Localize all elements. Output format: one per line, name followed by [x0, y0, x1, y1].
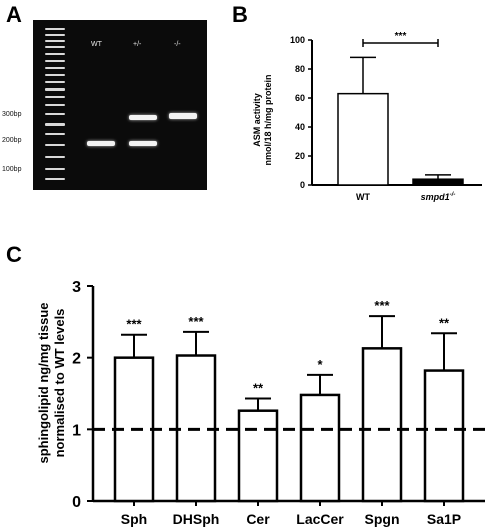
ladder-band	[45, 104, 65, 106]
significance-label: **	[439, 315, 450, 330]
x-tick-label-smpd1-superscript: -/-	[450, 192, 456, 198]
ladder-band	[45, 133, 65, 135]
y-tick-label: 1	[72, 422, 81, 439]
x-tick-label: Spgn	[365, 511, 400, 527]
y-axis-title-line-1: ASM activity	[252, 93, 262, 147]
ladder-band	[45, 156, 65, 158]
x-tick-label: LacCer	[296, 511, 344, 527]
bp-label-300: 300bp	[2, 111, 22, 118]
bar	[361, 347, 403, 503]
significance-label: **	[253, 381, 264, 396]
bar	[237, 409, 279, 503]
significance-label: ***	[126, 317, 142, 332]
y-tick-label: 80	[295, 64, 305, 74]
plot-area: 0 20 40 60 80 100 ***	[290, 31, 482, 190]
y-axis-title-line-2: normalised to WT levels	[52, 309, 67, 458]
bar	[299, 393, 341, 503]
significance-label: ***	[374, 298, 390, 313]
x-tick-label-smpd1-name: smpd1	[421, 192, 450, 202]
y-axis-title: ASM activity nmol/18 h/mg protein	[252, 74, 273, 165]
y-tick-label: 2	[72, 351, 81, 368]
lane-label-wt: WT	[91, 41, 102, 48]
panel-c-label: C	[6, 242, 22, 267]
bar	[337, 92, 389, 186]
ladder-band	[45, 74, 65, 76]
ladder-band	[45, 60, 65, 62]
ladder-band	[45, 67, 65, 69]
y-tick-label: 60	[295, 93, 305, 103]
significance-label: ***	[188, 314, 204, 329]
ladder-band	[45, 53, 65, 55]
ladder-band	[45, 96, 65, 98]
band-het-300	[129, 115, 157, 120]
bar	[412, 178, 464, 186]
x-tick-label-wt: WT	[356, 192, 370, 202]
band-wt-200	[87, 141, 115, 146]
lane-label-ko: -/-	[174, 41, 181, 48]
ladder-band	[45, 88, 65, 91]
bar	[423, 369, 465, 503]
y-axis-title-line-2: nmol/18 h/mg protein	[263, 74, 273, 165]
ladder-band	[45, 178, 65, 180]
band-ko-300	[169, 113, 197, 119]
ladder-band	[45, 40, 65, 42]
sphingolipid-chart: sphingolipid ng/mg tissue normalised to …	[36, 279, 485, 527]
y-tick-label: 100	[290, 35, 305, 45]
y-tick-label: 0	[300, 180, 305, 190]
y-tick-label: 3	[72, 279, 81, 296]
plot-area: 0 1 2 3 *** Sph *** DHSph ** Cer * LacCer *** Spgn ** S…	[72, 279, 485, 527]
significance-label: *	[317, 357, 323, 372]
y-tick-label: 40	[295, 122, 305, 132]
ladder-band	[45, 28, 65, 30]
ladder-band	[45, 168, 65, 170]
ladder-band	[45, 34, 65, 36]
x-tick-label-smpd1: smpd1-/-	[421, 192, 456, 202]
y-axis-title: sphingolipid ng/mg tissue normalised to …	[36, 302, 67, 463]
y-tick-label: 20	[295, 151, 305, 161]
x-tick-label: DHSph	[173, 511, 220, 527]
y-axis-title-line-1: sphingolipid ng/mg tissue	[36, 302, 51, 463]
x-tick-label: Cer	[246, 511, 270, 527]
significance-label: ***	[395, 31, 407, 42]
panel-a-label: A	[6, 2, 22, 27]
x-tick-label: Sph	[121, 511, 147, 527]
y-tick-label: 0	[72, 494, 81, 511]
ladder-band	[45, 46, 65, 48]
panel-b-label: B	[232, 2, 248, 27]
bp-label-200: 200bp	[2, 137, 22, 144]
gel-image: WT +/- -/-	[33, 20, 207, 190]
lane-label-het: +/-	[133, 41, 142, 48]
asm-activity-chart: ASM activity nmol/18 h/mg protein 0 20 40 6…	[252, 31, 482, 202]
ladder-band	[45, 123, 65, 126]
ladder-band	[45, 113, 65, 115]
x-tick-label: Sa1P	[427, 511, 461, 527]
bp-label-100: 100bp	[2, 166, 22, 173]
ladder-band	[45, 144, 65, 146]
band-het-200	[129, 141, 157, 146]
ladder-band	[45, 81, 65, 83]
